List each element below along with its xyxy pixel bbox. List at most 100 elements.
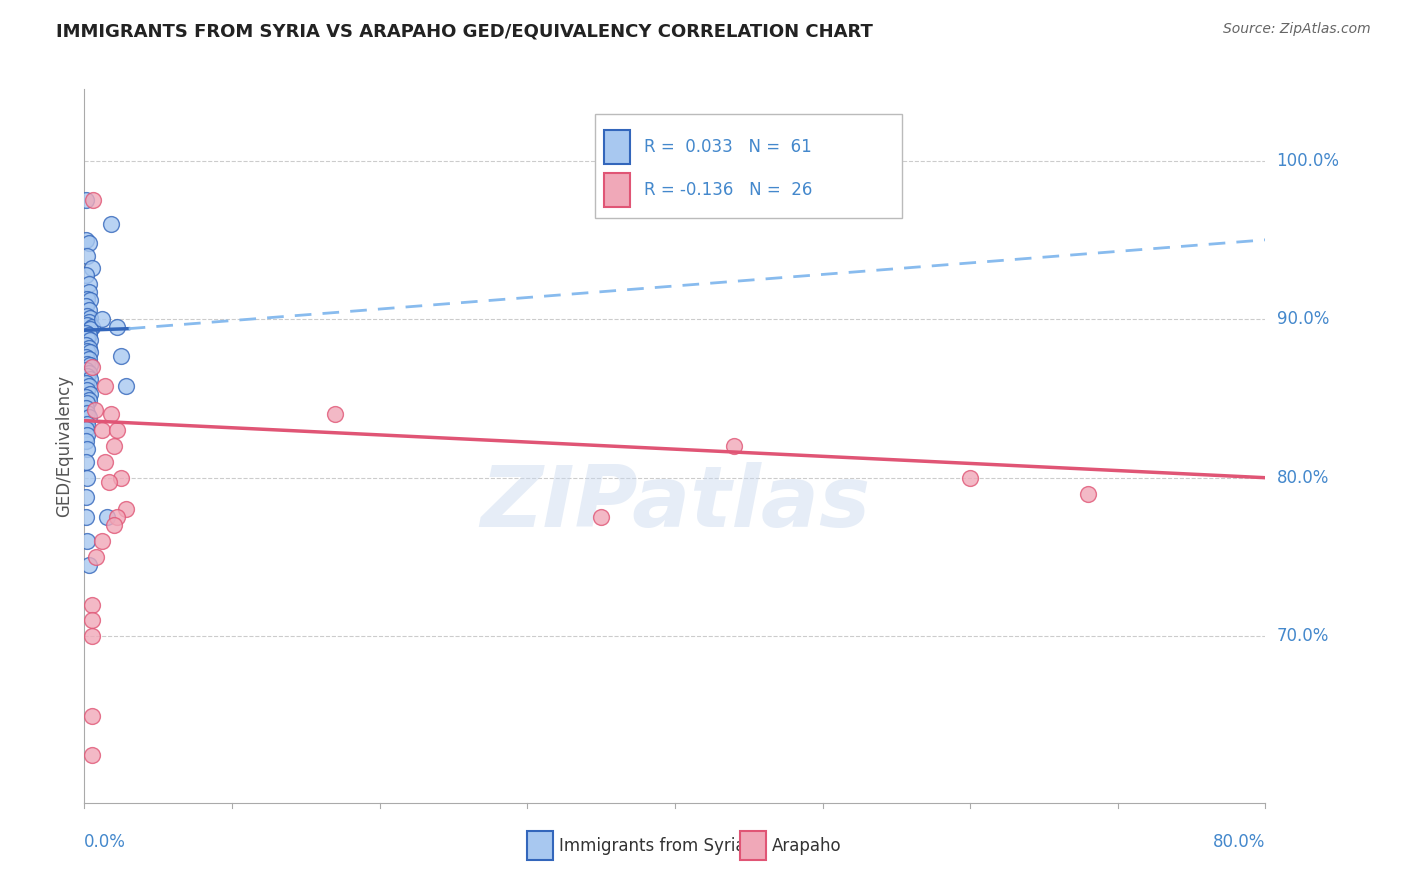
Point xyxy=(75,490,97,504)
Point xyxy=(75,390,97,404)
Point xyxy=(80,261,103,276)
Point xyxy=(75,376,97,390)
Bar xyxy=(740,831,766,860)
Point xyxy=(75,233,97,247)
Point xyxy=(75,455,97,469)
Point xyxy=(723,439,745,453)
Point xyxy=(591,510,613,524)
Point xyxy=(77,558,100,572)
Point xyxy=(76,442,98,457)
Point xyxy=(75,401,97,415)
Point xyxy=(91,534,114,549)
Point xyxy=(79,386,101,401)
Point xyxy=(105,510,128,524)
Point xyxy=(77,341,100,355)
Point xyxy=(103,518,125,533)
Point xyxy=(76,292,98,306)
Point xyxy=(1077,486,1099,500)
Point xyxy=(77,351,100,366)
Point xyxy=(79,310,101,325)
Point xyxy=(79,345,101,359)
Point xyxy=(96,510,118,524)
Text: R = -0.136   N =  26: R = -0.136 N = 26 xyxy=(644,181,813,199)
Text: ZIPatlas: ZIPatlas xyxy=(479,461,870,545)
Point xyxy=(105,423,128,437)
Point xyxy=(76,343,98,358)
Point xyxy=(80,598,103,612)
Point xyxy=(76,309,98,323)
Point xyxy=(75,268,97,282)
Point xyxy=(76,331,98,345)
Point xyxy=(94,378,117,392)
Point xyxy=(100,407,122,421)
Point xyxy=(80,708,103,723)
Point xyxy=(75,363,97,377)
Point xyxy=(80,359,103,374)
Text: 80.0%: 80.0% xyxy=(1213,833,1265,851)
Point xyxy=(80,614,103,628)
Point xyxy=(98,475,121,490)
Point xyxy=(325,407,347,421)
Point xyxy=(76,384,98,398)
Text: Immigrants from Syria: Immigrants from Syria xyxy=(560,837,745,855)
Point xyxy=(75,326,97,341)
Point xyxy=(103,439,125,453)
Point xyxy=(76,369,98,384)
Point xyxy=(76,534,98,549)
Point xyxy=(91,423,114,437)
Point xyxy=(75,193,97,207)
Point xyxy=(84,549,107,564)
Bar xyxy=(527,831,553,860)
Point xyxy=(79,372,101,386)
Point xyxy=(75,421,97,435)
Point xyxy=(76,428,98,442)
Point xyxy=(79,293,101,307)
Point xyxy=(75,510,97,524)
Point xyxy=(76,396,98,410)
Point xyxy=(77,366,100,380)
Text: 70.0%: 70.0% xyxy=(1277,627,1329,645)
Point xyxy=(80,629,103,643)
Point xyxy=(76,318,98,333)
Point xyxy=(83,402,105,417)
Y-axis label: GED/Equivalency: GED/Equivalency xyxy=(55,375,73,517)
Point xyxy=(75,300,97,314)
Text: R =  0.033   N =  61: R = 0.033 N = 61 xyxy=(644,138,811,156)
Point xyxy=(94,455,117,469)
Point xyxy=(91,312,114,326)
Point xyxy=(77,315,100,329)
Point xyxy=(76,406,98,420)
Point xyxy=(100,217,122,231)
Point xyxy=(75,350,97,364)
Text: 0.0%: 0.0% xyxy=(84,833,127,851)
Point xyxy=(77,328,100,343)
Text: Source: ZipAtlas.com: Source: ZipAtlas.com xyxy=(1223,22,1371,37)
Point xyxy=(77,392,100,407)
Point xyxy=(77,277,100,292)
Point xyxy=(76,249,98,263)
Point xyxy=(79,333,101,347)
Point xyxy=(76,357,98,371)
Text: 100.0%: 100.0% xyxy=(1277,152,1340,169)
Point xyxy=(76,471,98,485)
Point xyxy=(77,410,100,425)
FancyBboxPatch shape xyxy=(595,114,901,218)
Point xyxy=(80,320,103,334)
Point xyxy=(82,193,104,207)
Bar xyxy=(605,130,630,164)
Point xyxy=(79,321,101,335)
Point xyxy=(105,320,128,334)
Text: Arapaho: Arapaho xyxy=(772,837,841,855)
Point xyxy=(114,378,136,392)
Text: IMMIGRANTS FROM SYRIA VS ARAPAHO GED/EQUIVALENCY CORRELATION CHART: IMMIGRANTS FROM SYRIA VS ARAPAHO GED/EQU… xyxy=(56,22,873,40)
Point xyxy=(114,502,136,516)
Point xyxy=(110,349,132,363)
Point xyxy=(110,471,132,485)
Point xyxy=(77,378,100,392)
Point xyxy=(75,434,97,449)
Point xyxy=(75,337,97,351)
Text: 90.0%: 90.0% xyxy=(1277,310,1329,328)
Point xyxy=(79,358,101,372)
Point xyxy=(80,748,103,763)
Bar xyxy=(605,173,630,207)
